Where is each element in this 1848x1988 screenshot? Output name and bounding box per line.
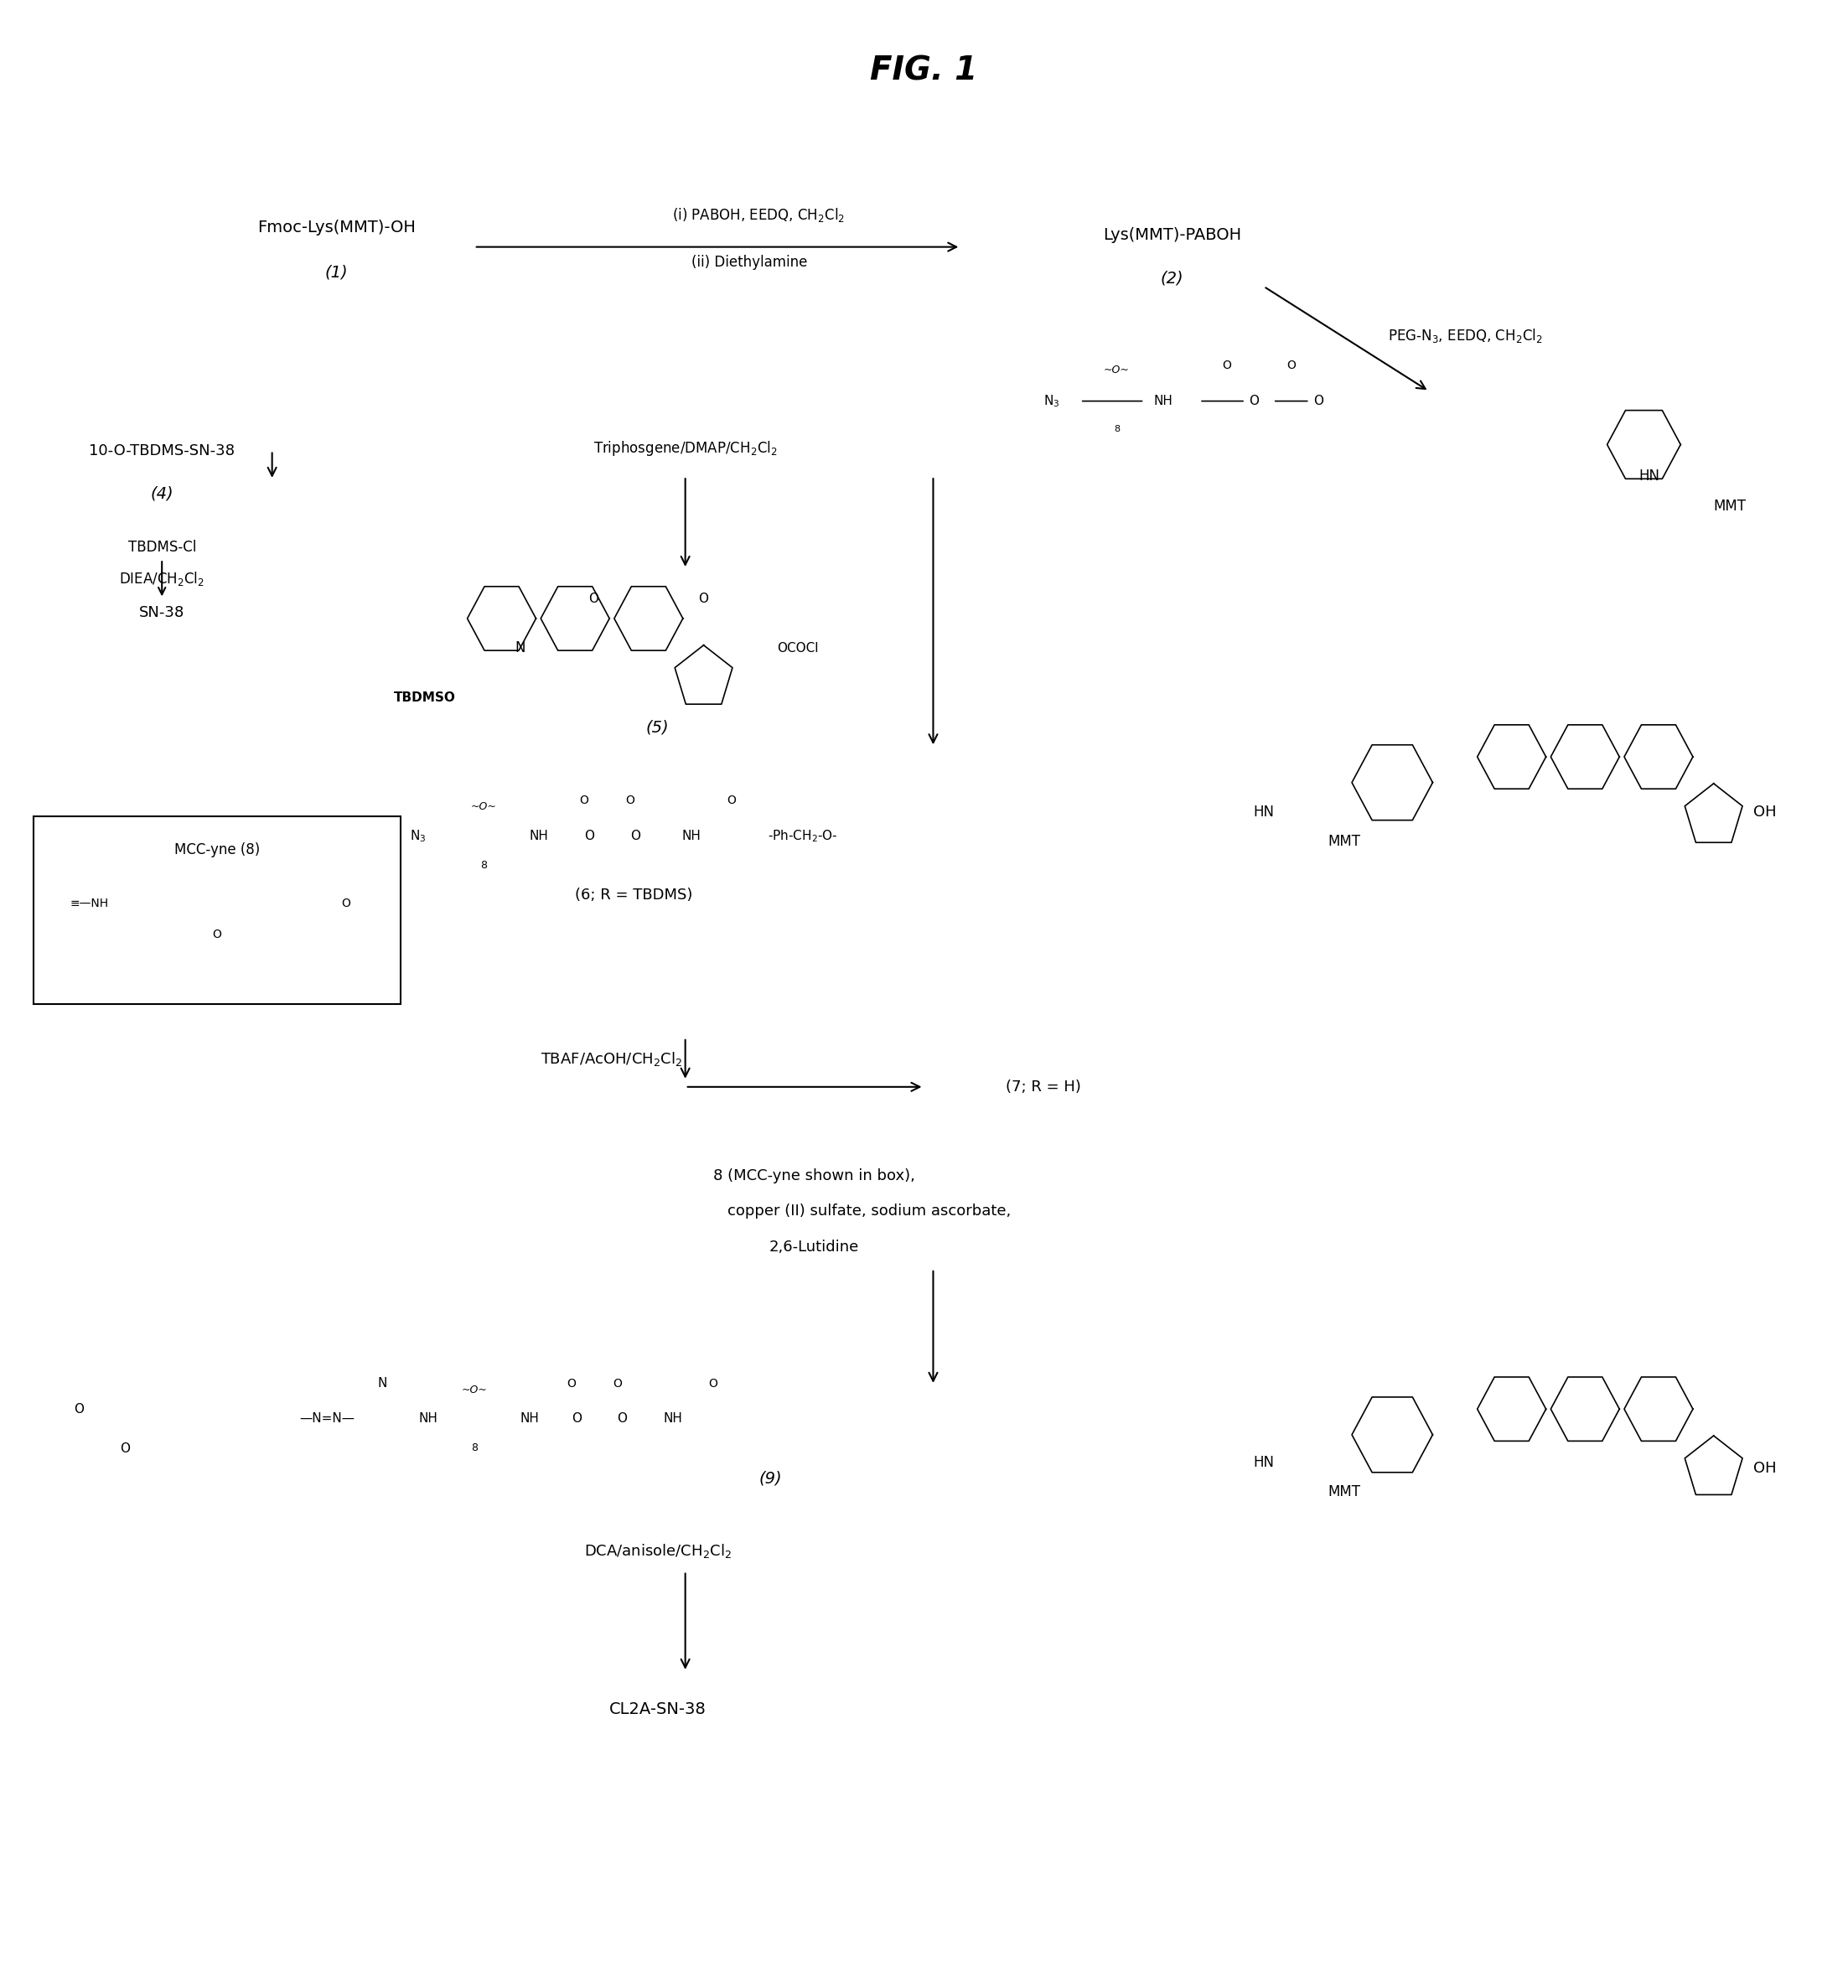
Text: NH: NH bbox=[682, 829, 700, 843]
Text: (i) PABOH, EEDQ, CH$_2$Cl$_2$: (i) PABOH, EEDQ, CH$_2$Cl$_2$ bbox=[673, 207, 845, 225]
Text: ~O~: ~O~ bbox=[471, 801, 497, 813]
Text: N: N bbox=[516, 640, 525, 656]
Text: Fmoc-Lys(MMT)-OH: Fmoc-Lys(MMT)-OH bbox=[257, 219, 416, 235]
Text: 10-O-TBDMS-SN-38: 10-O-TBDMS-SN-38 bbox=[89, 443, 235, 457]
Text: copper (II) sulfate, sodium ascorbate,: copper (II) sulfate, sodium ascorbate, bbox=[726, 1205, 1011, 1219]
Text: CL2A-SN-38: CL2A-SN-38 bbox=[610, 1702, 706, 1718]
Text: O: O bbox=[74, 1404, 85, 1415]
Text: ~O~: ~O~ bbox=[462, 1384, 488, 1396]
Text: (9): (9) bbox=[760, 1471, 782, 1487]
Text: —N=N—: —N=N— bbox=[299, 1413, 355, 1425]
Text: (5): (5) bbox=[647, 720, 669, 736]
Text: HN: HN bbox=[1639, 469, 1660, 483]
Text: O: O bbox=[699, 592, 708, 604]
Text: O: O bbox=[342, 897, 349, 909]
Text: N$_3$: N$_3$ bbox=[1044, 394, 1059, 410]
Text: (6; R = TBDMS): (6; R = TBDMS) bbox=[575, 887, 693, 903]
Text: NH: NH bbox=[419, 1413, 438, 1425]
Text: HN: HN bbox=[1253, 1455, 1275, 1469]
Text: ≡—NH: ≡—NH bbox=[70, 897, 109, 909]
Text: OH: OH bbox=[1754, 805, 1776, 819]
Text: SN-38: SN-38 bbox=[139, 604, 185, 620]
Text: O: O bbox=[1314, 396, 1323, 408]
Text: DIEA/CH$_2$Cl$_2$: DIEA/CH$_2$Cl$_2$ bbox=[118, 571, 205, 588]
Text: O: O bbox=[584, 829, 595, 843]
Text: MMT: MMT bbox=[1329, 835, 1360, 849]
Text: 8 (MCC-yne shown in box),: 8 (MCC-yne shown in box), bbox=[713, 1169, 915, 1183]
Text: OCOCl: OCOCl bbox=[778, 642, 819, 654]
Text: Triphosgene/DMAP/CH$_2$Cl$_2$: Triphosgene/DMAP/CH$_2$Cl$_2$ bbox=[593, 439, 778, 457]
Text: NH: NH bbox=[663, 1413, 682, 1425]
Text: ~O~: ~O~ bbox=[1103, 364, 1129, 376]
Text: O: O bbox=[120, 1441, 129, 1455]
Text: MMT: MMT bbox=[1329, 1485, 1360, 1499]
Text: O: O bbox=[567, 1378, 577, 1390]
Text: MMT: MMT bbox=[1713, 499, 1746, 513]
Text: (4): (4) bbox=[150, 485, 174, 501]
Text: 2,6-Lutidine: 2,6-Lutidine bbox=[769, 1239, 859, 1254]
Text: (1): (1) bbox=[325, 264, 347, 280]
Text: O: O bbox=[614, 1378, 623, 1390]
Text: HN: HN bbox=[1253, 805, 1275, 819]
Text: NH: NH bbox=[529, 829, 549, 843]
Text: O: O bbox=[580, 795, 590, 807]
Text: (2): (2) bbox=[1161, 270, 1183, 286]
Text: TBDMSO: TBDMSO bbox=[394, 692, 456, 704]
Text: PEG-N$_3$, EEDQ, CH$_2$Cl$_2$: PEG-N$_3$, EEDQ, CH$_2$Cl$_2$ bbox=[1388, 328, 1543, 344]
Text: (7; R = H): (7; R = H) bbox=[1005, 1079, 1081, 1095]
Text: O: O bbox=[726, 795, 736, 807]
Text: OH: OH bbox=[1754, 1461, 1776, 1475]
Text: NH: NH bbox=[1153, 396, 1173, 408]
Text: 8: 8 bbox=[471, 1443, 477, 1453]
Text: O: O bbox=[571, 1413, 582, 1425]
Text: Lys(MMT)-PABOH: Lys(MMT)-PABOH bbox=[1103, 227, 1242, 243]
Text: O: O bbox=[213, 928, 222, 940]
Text: DCA/anisole/CH$_2$Cl$_2$: DCA/anisole/CH$_2$Cl$_2$ bbox=[584, 1543, 732, 1561]
Text: TBDMS-Cl: TBDMS-Cl bbox=[128, 541, 196, 555]
Text: -Ph-CH$_2$-O-: -Ph-CH$_2$-O- bbox=[769, 829, 837, 843]
Text: TBAF/AcOH/CH$_2$Cl$_2$: TBAF/AcOH/CH$_2$Cl$_2$ bbox=[541, 1050, 682, 1068]
Text: O: O bbox=[708, 1378, 717, 1390]
Text: O: O bbox=[1249, 396, 1258, 408]
Text: MCC-yne (8): MCC-yne (8) bbox=[174, 843, 261, 857]
Text: O: O bbox=[626, 795, 634, 807]
Text: (ii) Diethylamine: (ii) Diethylamine bbox=[691, 254, 808, 270]
Text: O: O bbox=[588, 592, 599, 604]
FancyBboxPatch shape bbox=[33, 817, 401, 1004]
Text: O: O bbox=[617, 1413, 626, 1425]
Text: NH: NH bbox=[519, 1413, 540, 1425]
Text: O: O bbox=[630, 829, 639, 843]
Text: N: N bbox=[377, 1378, 386, 1390]
Text: O: O bbox=[1286, 360, 1295, 372]
Text: N$_3$: N$_3$ bbox=[410, 829, 427, 843]
Text: 8: 8 bbox=[1114, 425, 1120, 433]
Text: O: O bbox=[1222, 360, 1231, 372]
Text: FIG. 1: FIG. 1 bbox=[870, 56, 978, 87]
Text: 8: 8 bbox=[480, 859, 486, 871]
